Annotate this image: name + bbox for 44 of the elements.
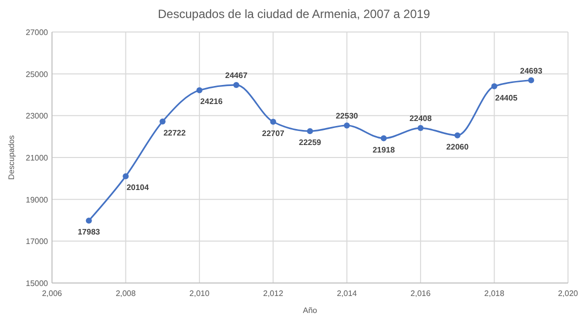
data-label: 22060 [446,142,470,152]
data-label: 24405 [495,93,518,102]
data-label: 22530 [336,111,359,120]
y-tick-label: 27000 [26,28,49,37]
point [454,132,460,138]
data-label: 20104 [126,183,150,192]
point [86,218,92,224]
y-tick-label: 19000 [26,195,49,204]
y-axis-title: Descupados [7,135,16,180]
point [233,82,240,88]
x-axis-title: Año [302,306,318,315]
x-tick-label: 2,016 [410,289,432,298]
y-tick-label: 23000 [26,112,49,121]
data-label: 24693 [520,66,543,76]
point [160,118,166,124]
x-tick-label: 2,018 [484,289,505,298]
x-tick-label: 2,006 [42,289,63,298]
point [122,173,129,180]
point [528,77,534,84]
x-tick-label: 2,012 [263,289,284,298]
y-tick-label: 25000 [26,70,49,79]
data-label: 22259 [298,138,322,148]
data-label: 22722 [163,128,186,138]
x-tick-label: 2,010 [189,289,210,298]
point [418,125,424,132]
point [270,118,276,125]
data-label: 22707 [262,128,285,138]
y-tick-label: 21000 [26,154,49,162]
y-tick-label: 15000 [26,279,49,288]
data-label: 17983 [78,228,101,237]
x-tick-label: 2,020 [558,289,579,298]
point [196,87,202,94]
point [307,128,313,134]
point [491,83,498,90]
x-tick-label: 2,008 [116,289,136,298]
data-label: 24216 [200,97,224,106]
chart-title: Descupados de la ciudad de Armenia, 2007 a 2019 [158,7,430,21]
data-label: 21918 [372,145,396,154]
x-tick-label: 2,014 [336,289,358,298]
point [344,122,350,128]
data-label: 24467 [225,70,248,80]
y-tick-label: 17000 [26,237,49,246]
point [380,135,387,142]
data-label: 22408 [409,114,432,124]
